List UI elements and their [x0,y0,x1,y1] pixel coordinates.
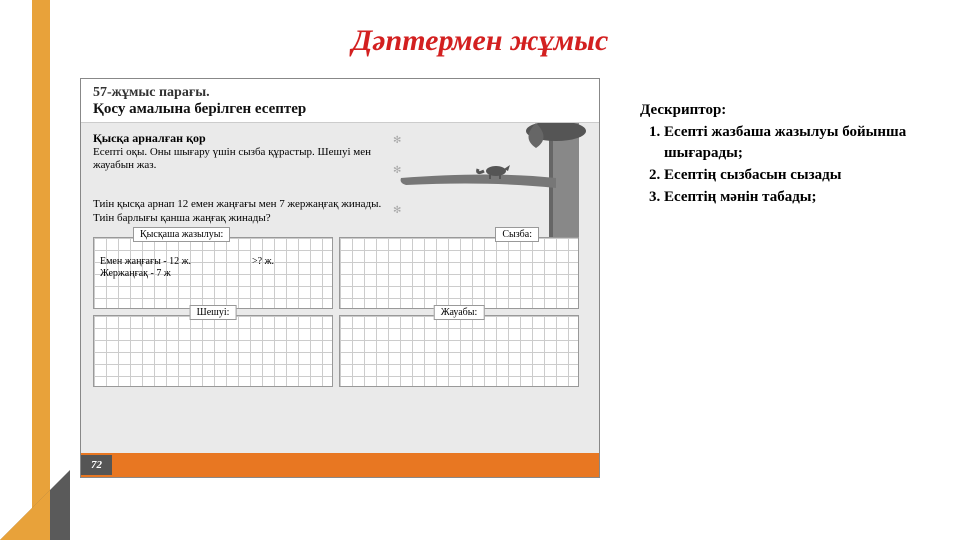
grid-answer [339,315,579,387]
worksheet-body: Қысқа арналған қор Есепті оқы. Оны шығар… [81,123,599,453]
grid-answer-container: Жауабы: [339,315,579,387]
descriptor-block: Дескриптор: Есепті жазбаша жазылуы бойын… [640,100,920,209]
worksheet-header: 57-жұмыс парағы. Қосу амалына берілген е… [81,79,599,123]
grid-brief-container: Қысқаша жазылуы: Емен жаңғағы - 12 ж. Же… [93,237,333,309]
grid-label-diagram: Сызба: [495,227,539,242]
grid-solution-container: Шешуі: [93,315,333,387]
worksheet-page-number: 72 [81,455,112,475]
descriptor-title: Дескриптор: [640,100,920,120]
worksheet-page-label: 57-жұмыс парағы. [93,85,587,101]
worksheet-instruction: Есепті оқы. Оны шығару үшін сызба құраст… [93,146,383,172]
grid-brief-text: Емен жаңғағы - 12 ж. Жержаңғақ - 7 ж [100,256,191,280]
grid-diagram [339,237,579,309]
grid-label-solution: Шешуі: [190,305,237,320]
svg-text:✻: ✻ [393,135,401,146]
descriptor-item: Есептің сызбасын сызады [664,165,920,185]
grid-solution [93,315,333,387]
worksheet-image: 57-жұмыс парағы. Қосу амалына берілген е… [80,78,600,478]
grid-brief: Емен жаңғағы - 12 ж. Жержаңғақ - 7 ж >? … [93,237,333,309]
svg-text:✻: ✻ [393,165,401,176]
accent-bar [32,0,50,540]
worksheet-problem: Тиін қысқа арнап 12 емен жаңғағы мен 7 ж… [93,198,383,224]
descriptor-item: Есепті жазбаша жазылуы бойынша шығарады; [664,122,920,163]
page-title: Дәптермен жұмыс [0,24,960,58]
brief-line2: Жержаңғақ - 7 ж [100,268,191,280]
accent-triangle-orange [0,490,50,540]
tree-illustration: ✻ ✻ ✻ [391,123,591,253]
brief-line1: Емен жаңғағы - 12 ж. [100,256,191,268]
worksheet-grids: Қысқаша жазылуы: Емен жаңғағы - 12 ж. Же… [93,237,587,387]
grid-label-brief: Қысқаша жазылуы: [133,227,230,242]
worksheet-heading: Қосу амалына берілген есептер [93,101,587,118]
svg-text:✻: ✻ [393,205,401,216]
brief-brace: >? ж. [252,256,274,267]
worksheet-footer: 72 [81,453,599,477]
grid-diagram-container: Сызба: [339,237,579,309]
descriptor-item: Есептің мәнін табады; [664,187,920,207]
descriptor-list: Есепті жазбаша жазылуы бойынша шығарады;… [640,122,920,207]
grid-label-answer: Жауабы: [434,305,485,320]
